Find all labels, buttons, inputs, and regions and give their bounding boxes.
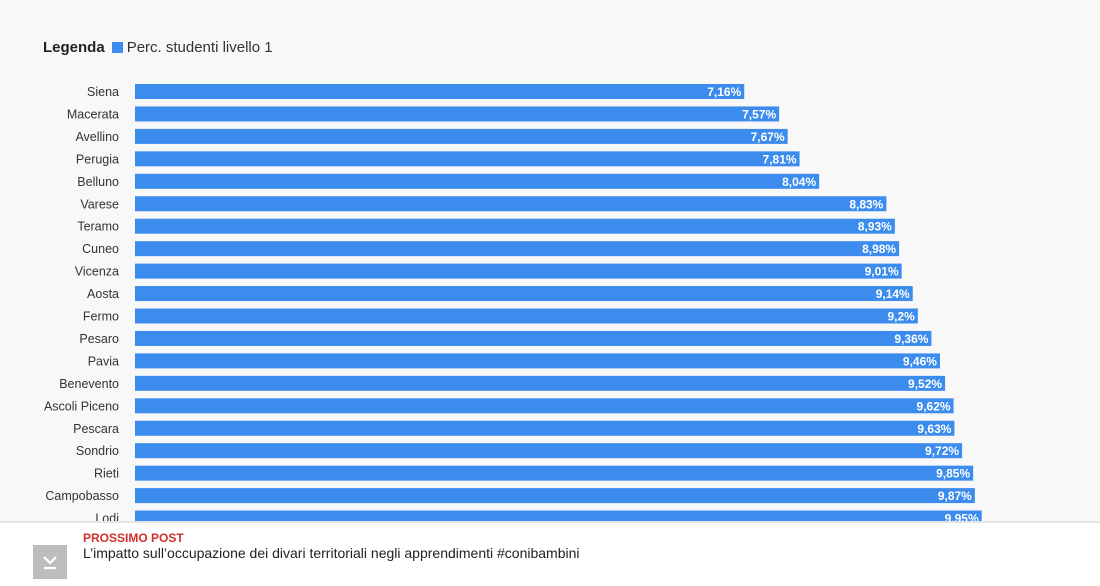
chart-legend: Legenda Perc. studenti livello 1 <box>43 39 273 56</box>
bar <box>135 286 913 302</box>
next-post-title[interactable]: L’impatto sull’occupazione dei divari te… <box>83 545 580 561</box>
value-label: 7,67% <box>751 130 785 144</box>
legend-swatch <box>111 42 123 53</box>
bar <box>135 353 940 369</box>
category-label: Macerata <box>67 107 119 121</box>
legend-series-label: Perc. studenti livello 1 <box>126 39 273 56</box>
category-label: Pescara <box>73 422 119 436</box>
bar <box>135 151 800 167</box>
bar <box>135 218 895 234</box>
category-label: Perugia <box>76 152 119 166</box>
bar <box>135 196 887 212</box>
value-label: 7,16% <box>707 85 741 99</box>
legend-title: Legenda <box>43 39 105 56</box>
bar-chart: Siena 7,16% Macerata 7,57% Avellino 7,67% Peru… <box>44 84 982 521</box>
category-label: Pavia <box>88 354 119 368</box>
value-label: 8,93% <box>858 220 892 234</box>
bar <box>135 420 955 436</box>
value-label: 9,62% <box>917 399 951 413</box>
next-post-button[interactable] <box>33 545 67 579</box>
value-label: 9,01% <box>865 265 899 279</box>
next-post-kicker: PROSSIMO POST <box>83 531 184 545</box>
bar <box>135 173 820 189</box>
category-label: Campobasso <box>45 489 119 503</box>
value-label: 9,87% <box>938 489 972 503</box>
bar <box>135 510 982 521</box>
category-label: Cuneo <box>82 242 119 256</box>
value-label: 9,36% <box>894 332 928 346</box>
value-label: 8,04% <box>782 175 816 189</box>
bar <box>135 398 954 414</box>
bar <box>135 465 974 481</box>
category-label: Sondrio <box>76 444 119 458</box>
category-label: Belluno <box>77 175 119 189</box>
bar <box>135 375 946 391</box>
value-label: 9,95% <box>945 512 979 521</box>
category-label: Teramo <box>77 220 119 234</box>
category-label: Aosta <box>87 287 119 301</box>
category-label: Lodi <box>95 512 119 521</box>
value-label: 9,52% <box>908 377 942 391</box>
arrow-down-to-line-icon <box>43 556 57 570</box>
value-label: 8,83% <box>849 197 883 211</box>
bar <box>135 241 900 257</box>
category-label: Ascoli Piceno <box>44 399 119 413</box>
bar <box>135 330 932 346</box>
value-label: 9,14% <box>876 287 910 301</box>
category-label: Benevento <box>59 377 119 391</box>
next-post-bar: PROSSIMO POST L’impatto sull’occupazione… <box>0 521 1100 586</box>
category-label: Vicenza <box>75 265 119 279</box>
value-label: 9,72% <box>925 444 959 458</box>
value-label: 7,81% <box>763 152 797 166</box>
value-label: 9,85% <box>936 467 970 481</box>
bar <box>135 128 788 144</box>
category-label: Rieti <box>94 467 119 481</box>
bar <box>135 443 963 459</box>
value-label: 8,98% <box>862 242 896 256</box>
category-label: Fermo <box>83 310 119 324</box>
bar <box>135 308 918 324</box>
value-label: 9,2% <box>887 310 915 324</box>
bar <box>135 488 975 504</box>
value-label: 7,57% <box>742 107 776 121</box>
category-label: Avellino <box>75 130 119 144</box>
value-label: 9,46% <box>903 354 937 368</box>
category-label: Siena <box>87 85 119 99</box>
bar <box>135 84 745 99</box>
bar <box>135 263 902 279</box>
category-label: Pesaro <box>79 332 119 346</box>
value-label: 9,63% <box>917 422 951 436</box>
bar <box>135 106 780 122</box>
category-label: Varese <box>80 197 119 211</box>
